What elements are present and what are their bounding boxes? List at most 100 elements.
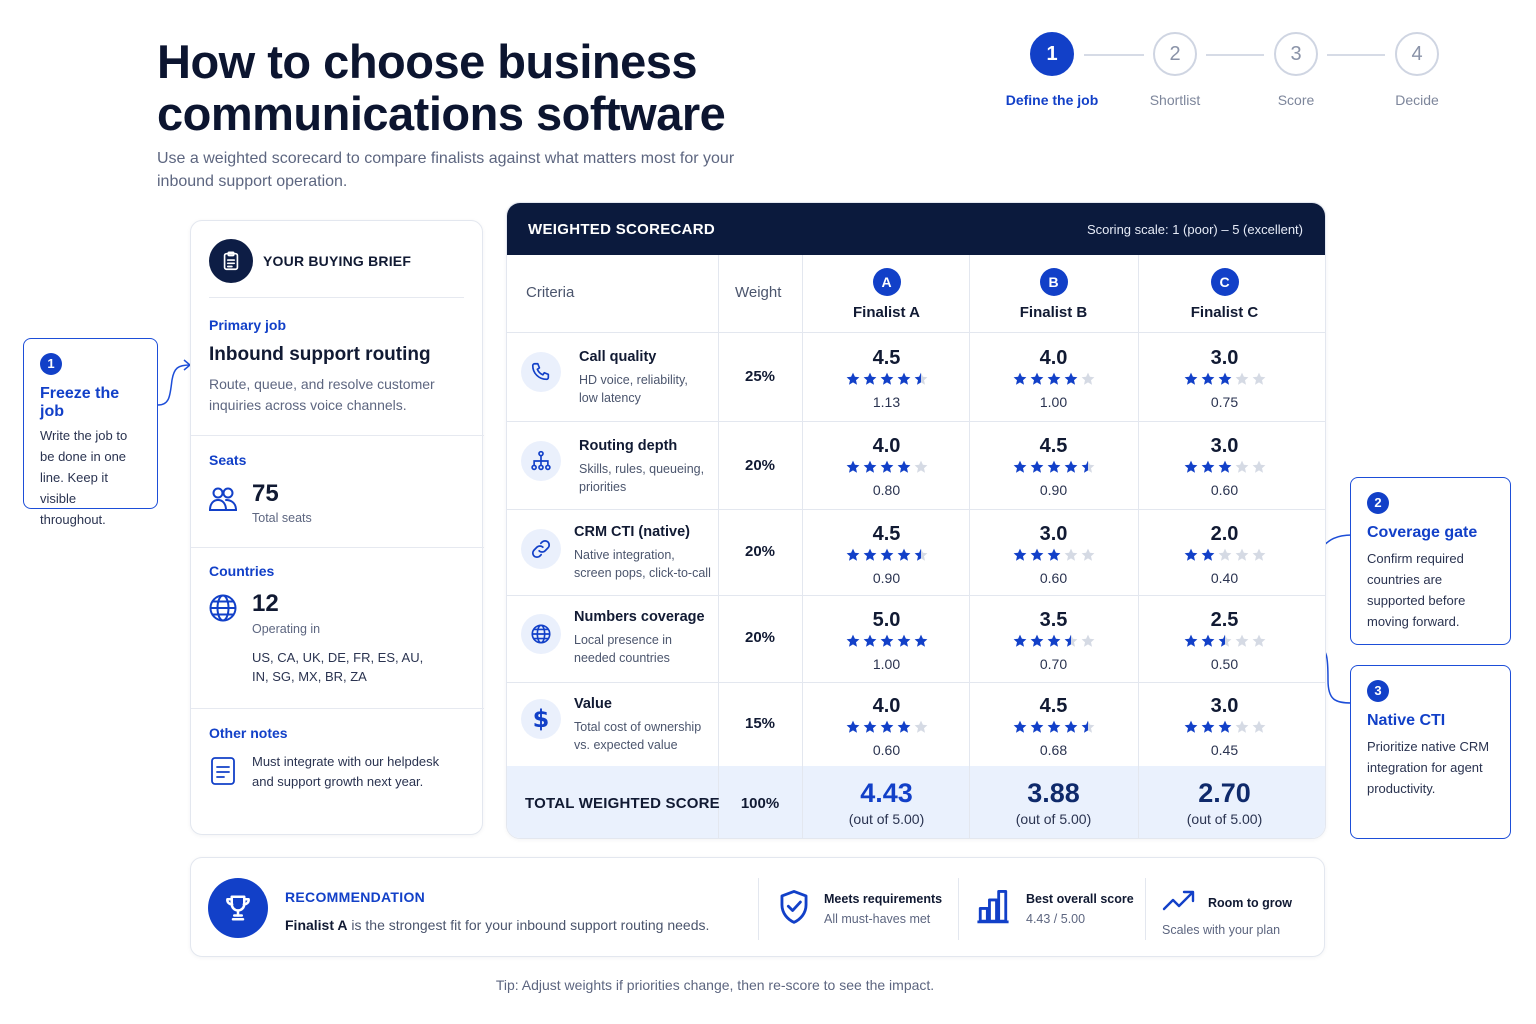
feature-title: Best overall score bbox=[1026, 892, 1134, 906]
phone-icon bbox=[521, 352, 561, 392]
star-icon bbox=[1201, 548, 1214, 561]
grid-line bbox=[718, 766, 719, 838]
raw-score: 4.5 bbox=[872, 523, 901, 545]
criterion-name: CRM CTI (native) bbox=[574, 524, 690, 540]
star-icon bbox=[1013, 634, 1026, 647]
weighted-score: 1.13 bbox=[872, 394, 901, 410]
seats-value: 75 bbox=[252, 480, 279, 507]
weighted-score: 0.80 bbox=[872, 482, 901, 498]
stepper: 1 Define the job 2 Shortlist 3 Score 4 D… bbox=[990, 32, 1460, 112]
star-icon bbox=[1064, 720, 1077, 733]
trend-up-icon bbox=[1162, 888, 1196, 917]
criterion-weight: 25% bbox=[744, 368, 776, 385]
primary-job-description: Route, queue, and resolve customer inqui… bbox=[209, 376, 435, 413]
step-number: 2 bbox=[1153, 32, 1197, 76]
weighted-score: 0.90 bbox=[1039, 482, 1068, 498]
total-value: 4.43 bbox=[860, 778, 913, 808]
raw-score: 4.0 bbox=[872, 435, 901, 457]
feature-subtitle: Scales with your plan bbox=[1162, 923, 1281, 937]
callout-native-cti: 3 Native CTI Prioritize native CRM integ… bbox=[1350, 665, 1511, 839]
step-score[interactable]: 3 Score bbox=[1236, 32, 1356, 108]
total-out-of: (out of 5.00) bbox=[1186, 811, 1263, 827]
feature-subtitle: All must-haves met bbox=[824, 912, 931, 926]
star-icon bbox=[1030, 548, 1043, 561]
countries-list-line: IN, SG, MX, BR, ZA bbox=[252, 669, 367, 684]
criterion-name: Value bbox=[574, 696, 612, 712]
star-icon bbox=[1235, 548, 1248, 561]
raw-score: 3.5 bbox=[1039, 609, 1068, 631]
finalist-name: Finalist C bbox=[1190, 304, 1259, 321]
total-weight: 100% bbox=[740, 795, 780, 812]
star-icon bbox=[1252, 634, 1265, 647]
star-icon bbox=[1218, 372, 1231, 385]
score-cell: 2.5 0.50 bbox=[1141, 608, 1308, 672]
stepper-connector bbox=[1327, 54, 1385, 56]
criteria-column-header: Criteria bbox=[526, 284, 575, 301]
feature-subtitle: 4.43 / 5.00 bbox=[1026, 912, 1086, 926]
total-row-background bbox=[507, 766, 1325, 838]
finalist-b-header: B Finalist B bbox=[970, 268, 1137, 321]
criterion-name: Routing depth bbox=[579, 438, 678, 454]
star-icon bbox=[846, 634, 859, 647]
star-icon bbox=[1184, 720, 1197, 733]
raw-score: 2.5 bbox=[1210, 609, 1239, 631]
star-icon bbox=[1235, 720, 1248, 733]
star-rating bbox=[970, 460, 1137, 478]
score-cell: 3.0 0.60 bbox=[1141, 434, 1308, 498]
other-notes-label: Other notes bbox=[209, 725, 288, 741]
recommended-finalist: Finalist A bbox=[285, 917, 348, 933]
weighted-score: 0.45 bbox=[1210, 742, 1239, 758]
star-icon bbox=[846, 372, 859, 385]
notes-text-line: and support growth next year. bbox=[252, 774, 424, 789]
scorecard-title: WEIGHTED SCORECARD bbox=[528, 221, 716, 238]
star-icon bbox=[1081, 460, 1094, 473]
star-icon bbox=[1030, 634, 1043, 647]
star-icon bbox=[1064, 372, 1077, 385]
weighted-score: 0.50 bbox=[1210, 656, 1239, 672]
weighted-score: 0.40 bbox=[1210, 570, 1239, 586]
star-icon bbox=[863, 720, 876, 733]
star-icon bbox=[863, 460, 876, 473]
page-title: How to choose business communications so… bbox=[157, 35, 726, 140]
feature-title: Meets requirements bbox=[824, 892, 943, 906]
step-shortlist[interactable]: 2 Shortlist bbox=[1115, 32, 1235, 108]
countries-value: 12 bbox=[252, 590, 279, 617]
star-icon bbox=[1047, 372, 1060, 385]
callout-number: 3 bbox=[1367, 680, 1389, 702]
star-icon bbox=[1081, 548, 1094, 561]
feature-title: Room to grow bbox=[1208, 895, 1293, 910]
primary-job-title: Inbound support routing bbox=[209, 344, 431, 365]
total-score-c: 2.70 (out of 5.00) bbox=[1141, 777, 1308, 827]
step-decide[interactable]: 4 Decide bbox=[1357, 32, 1477, 108]
star-icon bbox=[846, 460, 859, 473]
total-out-of: (out of 5.00) bbox=[1015, 811, 1092, 827]
tip-text: Tip: Adjust weights if priorities change… bbox=[495, 977, 935, 993]
raw-score: 4.0 bbox=[872, 695, 901, 717]
recommendation-card: RECOMMENDATION Finalist A is the stronge… bbox=[190, 857, 1325, 957]
divider bbox=[1145, 878, 1146, 940]
callout-text: Write the job to be done in one line. Ke… bbox=[40, 428, 128, 527]
recommendation-text: Finalist A is the strongest fit for your… bbox=[285, 917, 710, 933]
countries-list-line: US, CA, UK, DE, FR, ES, AU, bbox=[252, 650, 424, 665]
star-icon bbox=[914, 460, 927, 473]
score-cell: 4.5 0.90 bbox=[970, 434, 1137, 498]
weighted-score: 0.70 bbox=[1039, 656, 1068, 672]
total-value: 2.70 bbox=[1198, 778, 1251, 808]
criterion-description: Skills, rules, queueing, priorities bbox=[579, 462, 705, 494]
criterion-description: HD voice, reliability, low latency bbox=[579, 373, 688, 405]
grid-line bbox=[507, 595, 1325, 596]
score-cell: 4.0 1.00 bbox=[970, 346, 1137, 410]
step-number: 4 bbox=[1395, 32, 1439, 76]
divider bbox=[958, 878, 959, 940]
score-cell: 4.5 1.13 bbox=[803, 346, 970, 410]
star-icon bbox=[880, 720, 893, 733]
step-define-the-job[interactable]: 1 Define the job bbox=[992, 32, 1112, 108]
weighted-score: 1.00 bbox=[1039, 394, 1068, 410]
callout-number: 2 bbox=[1367, 492, 1389, 514]
star-icon bbox=[1030, 720, 1043, 733]
raw-score: 2.0 bbox=[1210, 523, 1239, 545]
star-icon bbox=[1030, 372, 1043, 385]
users-icon bbox=[208, 485, 238, 518]
step-label: Shortlist bbox=[1149, 92, 1201, 108]
star-icon bbox=[880, 548, 893, 561]
